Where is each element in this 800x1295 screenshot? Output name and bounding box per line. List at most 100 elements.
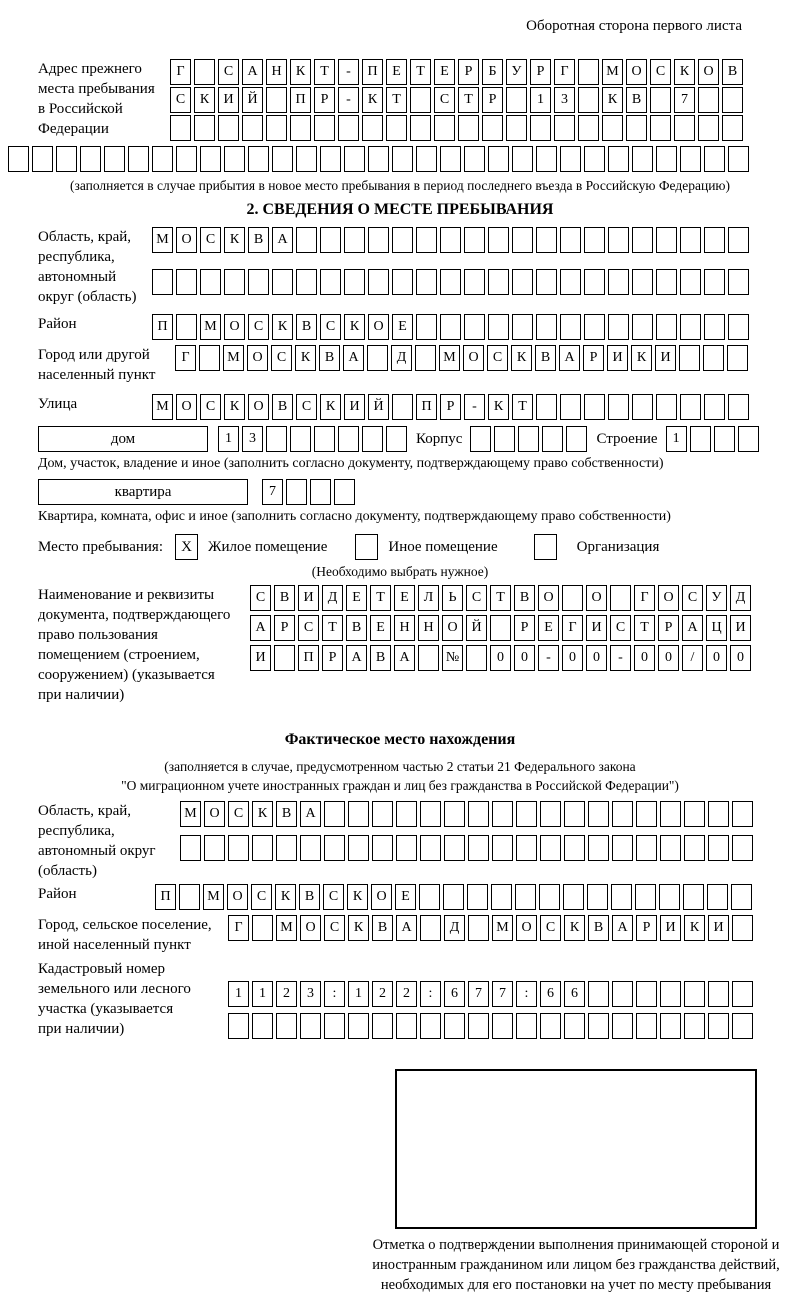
char-cell[interactable]: А [394, 645, 415, 671]
char-cell[interactable] [536, 314, 557, 340]
char-cell[interactable]: С [228, 801, 249, 827]
char-cell[interactable]: В [372, 915, 393, 941]
char-cell[interactable]: Т [370, 585, 391, 611]
char-cell[interactable] [506, 115, 527, 141]
char-cell[interactable] [636, 981, 657, 1007]
char-cell[interactable] [286, 479, 307, 505]
char-cell[interactable] [512, 146, 533, 172]
char-cell[interactable]: 1 [252, 981, 273, 1007]
char-cell[interactable]: О [248, 394, 269, 420]
char-cell[interactable] [266, 115, 287, 141]
char-cell[interactable]: М [152, 227, 173, 253]
char-cell[interactable]: Р [636, 915, 657, 941]
char-cell[interactable] [703, 345, 724, 371]
char-cell[interactable] [674, 115, 695, 141]
char-cell[interactable]: В [626, 87, 647, 113]
char-cell[interactable]: 0 [706, 645, 727, 671]
char-cell[interactable]: К [320, 394, 341, 420]
char-cell[interactable] [564, 801, 585, 827]
char-cell[interactable]: 7 [492, 981, 513, 1007]
char-cell[interactable] [338, 426, 359, 452]
char-cell[interactable] [588, 981, 609, 1007]
char-cell[interactable] [656, 314, 677, 340]
char-cell[interactable] [228, 1013, 249, 1039]
char-cell[interactable] [728, 227, 749, 253]
char-cell[interactable] [248, 269, 269, 295]
char-cell[interactable]: Р [274, 615, 295, 641]
char-cell[interactable]: 6 [444, 981, 465, 1007]
char-cell[interactable]: О [626, 59, 647, 85]
char-cell[interactable] [515, 884, 536, 910]
char-cell[interactable]: 0 [490, 645, 511, 671]
char-cell[interactable] [732, 801, 753, 827]
char-cell[interactable] [492, 1013, 513, 1039]
char-cell[interactable] [732, 1013, 753, 1039]
char-cell[interactable]: Р [322, 645, 343, 671]
char-cell[interactable] [584, 314, 605, 340]
char-cell[interactable] [386, 426, 407, 452]
char-cell[interactable] [482, 115, 503, 141]
char-cell[interactable] [516, 801, 537, 827]
char-cell[interactable] [588, 801, 609, 827]
char-cell[interactable]: № [442, 645, 463, 671]
char-cell[interactable] [276, 835, 297, 861]
char-cell[interactable]: И [250, 645, 271, 671]
char-cell[interactable]: С [251, 884, 272, 910]
char-cell[interactable]: И [660, 915, 681, 941]
char-cell[interactable]: П [416, 394, 437, 420]
char-cell[interactable] [578, 87, 599, 113]
char-cell[interactable] [334, 479, 355, 505]
char-cell[interactable]: В [722, 59, 743, 85]
char-cell[interactable]: К [362, 87, 383, 113]
char-cell[interactable]: А [272, 227, 293, 253]
char-cell[interactable]: П [298, 645, 319, 671]
char-cell[interactable] [516, 835, 537, 861]
char-cell[interactable] [418, 645, 439, 671]
char-cell[interactable] [612, 1013, 633, 1039]
char-cell[interactable] [698, 87, 719, 113]
char-cell[interactable]: С [271, 345, 292, 371]
char-cell[interactable] [608, 314, 629, 340]
char-cell[interactable] [204, 835, 225, 861]
char-cell[interactable]: О [516, 915, 537, 941]
char-cell[interactable] [488, 146, 509, 172]
char-cell[interactable] [228, 835, 249, 861]
char-cell[interactable]: 1 [228, 981, 249, 1007]
char-cell[interactable] [464, 227, 485, 253]
char-cell[interactable] [494, 426, 516, 452]
char-cell[interactable]: М [276, 915, 297, 941]
char-cell[interactable] [636, 1013, 657, 1039]
char-cell[interactable] [680, 314, 701, 340]
char-cell[interactable] [530, 115, 551, 141]
char-cell[interactable] [536, 269, 557, 295]
char-cell[interactable]: Й [466, 615, 487, 641]
char-cell[interactable]: С [298, 615, 319, 641]
char-cell[interactable] [722, 87, 743, 113]
char-cell[interactable]: И [708, 915, 729, 941]
char-cell[interactable] [200, 269, 221, 295]
char-cell[interactable]: - [538, 645, 559, 671]
char-cell[interactable] [578, 59, 599, 85]
char-cell[interactable]: И [218, 87, 239, 113]
char-cell[interactable] [176, 269, 197, 295]
char-cell[interactable]: С [218, 59, 239, 85]
char-cell[interactable] [368, 146, 389, 172]
char-cell[interactable] [488, 227, 509, 253]
char-cell[interactable] [707, 884, 728, 910]
char-cell[interactable] [324, 1013, 345, 1039]
char-cell[interactable]: 6 [540, 981, 561, 1007]
char-cell[interactable] [732, 835, 753, 861]
char-cell[interactable] [344, 227, 365, 253]
char-cell[interactable] [392, 269, 413, 295]
char-cell[interactable]: К [295, 345, 316, 371]
char-cell[interactable] [372, 1013, 393, 1039]
char-cell[interactable] [464, 314, 485, 340]
char-cell[interactable] [396, 835, 417, 861]
char-cell[interactable] [420, 801, 441, 827]
char-cell[interactable]: С [200, 394, 221, 420]
char-cell[interactable]: К [194, 87, 215, 113]
char-cell[interactable]: О [224, 314, 245, 340]
char-cell[interactable] [635, 884, 656, 910]
char-cell[interactable] [392, 227, 413, 253]
char-cell[interactable] [492, 801, 513, 827]
